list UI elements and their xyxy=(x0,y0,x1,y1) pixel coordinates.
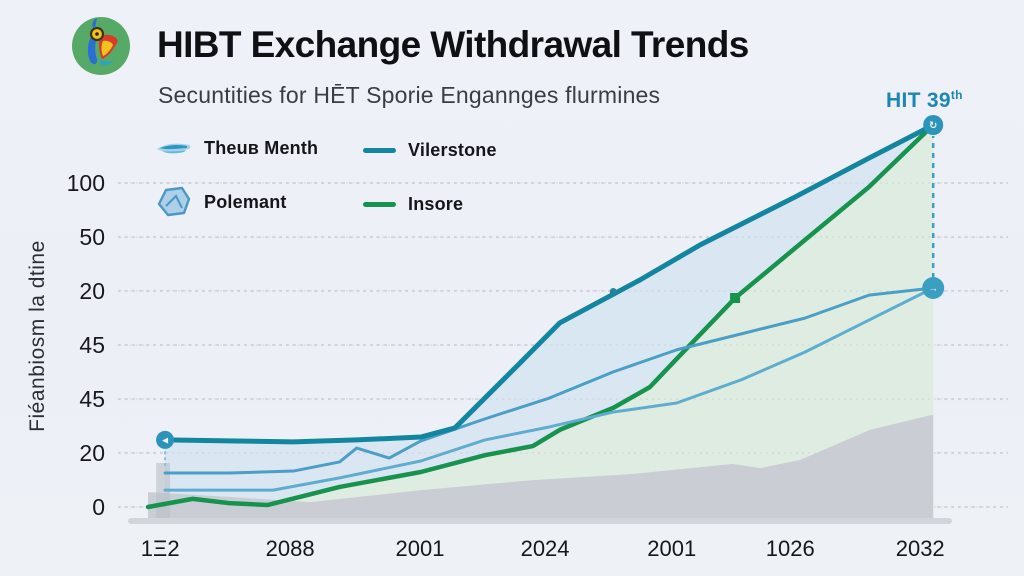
gray-area xyxy=(148,414,934,518)
marker-glyph: ◄ xyxy=(160,435,170,446)
series-line-theu-menth xyxy=(163,286,935,475)
legend-item-vilerstone[interactable]: Vilerstone xyxy=(363,140,497,161)
x-axis-line xyxy=(128,518,952,524)
page-subtitle: Secuntities for HĒT Sporie Engannges flu… xyxy=(158,82,661,108)
series-line-insore xyxy=(145,122,936,510)
legend-label: Theuв Menth xyxy=(204,138,319,158)
data-point-marker xyxy=(730,293,741,304)
line-swatch-teal xyxy=(363,148,396,153)
x-tick-label: 1026 xyxy=(765,536,815,561)
dart-icon xyxy=(157,143,191,153)
x-tick-label: 1Ξ2 xyxy=(140,536,180,561)
stone-icon xyxy=(157,186,191,217)
legend-item-polemant[interactable]: Polemant xyxy=(156,186,287,218)
x-tick-label: 2032 xyxy=(895,536,945,561)
page-title: HIBT Exchange Withdrawal Trends xyxy=(157,24,749,65)
hit-annotation: HIT 39th xyxy=(886,88,963,112)
series-line-polemant xyxy=(163,286,935,492)
insore-area xyxy=(148,125,934,518)
legend-label: Polemant xyxy=(204,191,287,212)
legend-label: Vilerstone xyxy=(408,140,497,160)
marker-glyph: ↻ xyxy=(929,121,937,132)
marker-glyph: → xyxy=(928,283,938,294)
y-tick-label: 45 xyxy=(79,332,105,358)
y-tick-label: 0 xyxy=(92,494,105,520)
x-tick-label: 2001 xyxy=(395,536,445,561)
annotation-sup: th xyxy=(950,88,963,102)
x-tick-label: 2024 xyxy=(520,536,570,561)
data-point-marker xyxy=(156,430,175,449)
line-swatch-green xyxy=(363,202,396,207)
y-tick-label: 45 xyxy=(79,386,105,413)
y-tick-label: 100 xyxy=(66,170,105,196)
brand-logo-icon xyxy=(72,17,130,75)
data-point-marker xyxy=(609,288,617,296)
legend-item-theub-menth[interactable]: Theuв Menth xyxy=(156,138,318,159)
x-tick-label: 2088 xyxy=(265,536,315,561)
data-point-marker xyxy=(923,115,944,136)
legend-label: Insore xyxy=(408,194,464,214)
y-tick-label: 20 xyxy=(79,277,105,304)
data-point-marker xyxy=(922,276,945,299)
x-tick-label: 2001 xyxy=(647,536,697,561)
y-tick-label: 50 xyxy=(79,224,105,251)
series-line-vilerstone xyxy=(162,122,936,445)
legend-item-insore[interactable]: Insore xyxy=(363,194,463,215)
y-tick-label: 20 xyxy=(79,439,105,466)
